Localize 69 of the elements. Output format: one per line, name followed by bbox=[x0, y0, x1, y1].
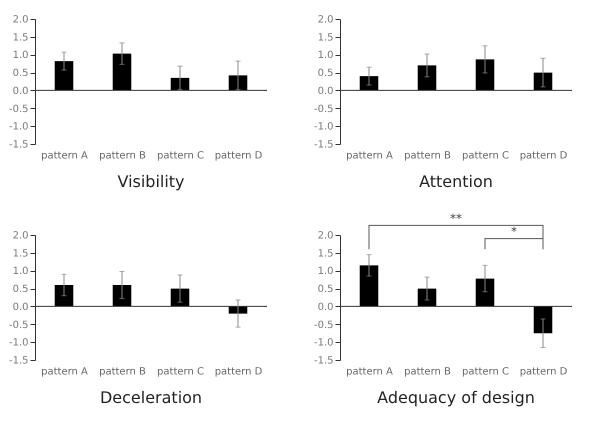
bar bbox=[418, 65, 436, 90]
text: Attention bbox=[419, 172, 493, 191]
text: Visibility bbox=[117, 172, 185, 191]
y-tick-label: 0.0 bbox=[12, 86, 28, 97]
x-tick-label: pattern A bbox=[41, 366, 88, 378]
x-tick-label: pattern A bbox=[41, 150, 88, 162]
y-tick-label: 1.0 bbox=[12, 50, 28, 62]
y-tick-label: 0.5 bbox=[12, 68, 28, 80]
x-tick-label: pattern A bbox=[346, 150, 394, 162]
x-tick-label: pattern B bbox=[99, 366, 146, 378]
y-tick-label: 1.0 bbox=[318, 50, 334, 62]
x-tick-label: pattern D bbox=[520, 366, 568, 378]
bar bbox=[170, 78, 190, 90]
bar bbox=[534, 306, 552, 334]
y-tick-label: -1.0 bbox=[8, 122, 28, 133]
bar bbox=[418, 288, 436, 306]
y-tick-label: 0.0 bbox=[318, 302, 334, 313]
x-tick-label: pattern C bbox=[462, 150, 509, 162]
x-tick-label: pattern C bbox=[462, 366, 509, 378]
y-tick-label: -1.5 bbox=[314, 356, 334, 366]
bar bbox=[112, 285, 132, 306]
bar bbox=[228, 75, 248, 90]
bar bbox=[360, 265, 378, 306]
y-tick-label: -0.5 bbox=[314, 320, 334, 331]
y-tick-label: -1.0 bbox=[314, 338, 334, 349]
x-tick-label: pattern C bbox=[157, 366, 204, 378]
x-tick-label: pattern D bbox=[214, 366, 263, 378]
y-tick-label: 0.5 bbox=[318, 68, 334, 80]
x-tick-label: pattern D bbox=[520, 150, 568, 162]
y-tick-label: 1.0 bbox=[12, 266, 28, 278]
x-tick-label: pattern B bbox=[404, 150, 452, 162]
bar bbox=[360, 76, 378, 90]
y-tick-label: 0.0 bbox=[318, 86, 334, 97]
bar bbox=[476, 278, 494, 306]
x-tick-label: pattern A bbox=[346, 366, 394, 378]
y-tick-label: 2.0 bbox=[12, 14, 28, 26]
bar bbox=[476, 59, 494, 90]
bar bbox=[170, 288, 190, 306]
x-tick-label: pattern C bbox=[157, 150, 204, 162]
y-tick-label: -1.5 bbox=[8, 140, 28, 150]
bar bbox=[534, 72, 552, 90]
y-tick-label: 2.0 bbox=[318, 230, 334, 242]
bar bbox=[54, 285, 74, 306]
y-tick-label: -0.5 bbox=[8, 104, 28, 115]
bar bbox=[54, 61, 74, 90]
text: Deceleration bbox=[100, 388, 202, 407]
text: ** bbox=[450, 211, 462, 226]
y-tick-label: 1.5 bbox=[318, 248, 334, 260]
y-tick-label: -0.5 bbox=[314, 104, 334, 115]
y-tick-label: 1.5 bbox=[12, 248, 28, 260]
y-tick-label: 1.0 bbox=[318, 266, 334, 278]
annotation: * bbox=[511, 224, 517, 239]
x-tick-label: pattern D bbox=[214, 150, 263, 162]
y-tick-label: 0.5 bbox=[12, 284, 28, 296]
y-tick-label: 2.0 bbox=[12, 230, 28, 242]
x-tick-label: pattern B bbox=[99, 150, 146, 162]
y-tick-label: 2.0 bbox=[318, 14, 334, 26]
y-tick-label: -1.0 bbox=[8, 338, 28, 349]
y-tick-label: -1.5 bbox=[314, 140, 334, 150]
y-tick-label: -0.5 bbox=[8, 320, 28, 331]
bar bbox=[112, 54, 132, 90]
y-tick-label: -1.0 bbox=[314, 122, 334, 133]
y-tick-label: 0.0 bbox=[12, 302, 28, 313]
x-tick-label: pattern B bbox=[404, 366, 452, 378]
text: Adequacy of design bbox=[377, 388, 535, 407]
y-tick-label: 1.5 bbox=[318, 32, 334, 44]
y-tick-label: -1.5 bbox=[8, 356, 28, 366]
y-tick-label: 0.5 bbox=[318, 284, 334, 296]
y-tick-label: 1.5 bbox=[12, 32, 28, 44]
